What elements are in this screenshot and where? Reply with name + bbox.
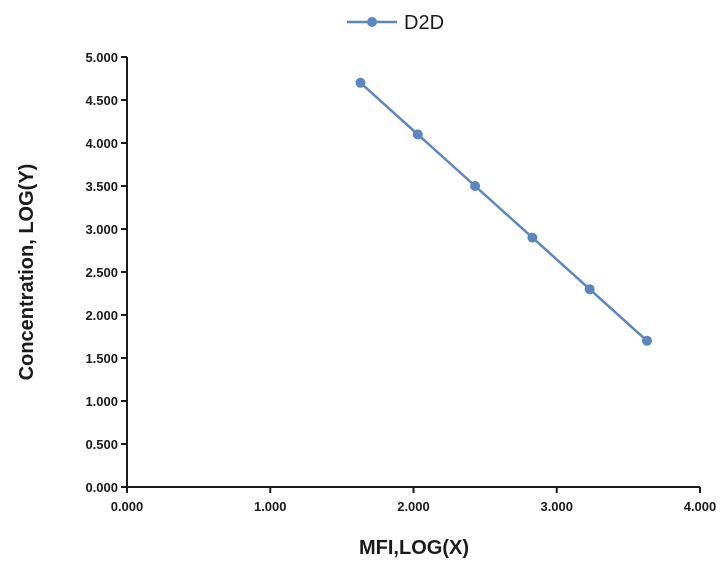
x-tick-label: 0.000: [111, 499, 144, 514]
data-point: [355, 77, 366, 88]
legend-label: D2D: [404, 12, 444, 34]
x-tick-label: 3.000: [540, 499, 573, 514]
y-axis-title: Concentration, LOG(Y): [16, 164, 38, 381]
data-point: [470, 181, 481, 191]
y-tick-label: 5.000: [85, 50, 118, 65]
y-tick-label: 2.000: [85, 308, 118, 323]
data-point: [527, 232, 538, 243]
x-tick-label: 2.000: [397, 499, 430, 514]
data-point: [584, 284, 595, 295]
y-tick-label: 4.500: [85, 93, 118, 108]
y-tick-label: 0.000: [85, 480, 118, 495]
y-tick-label: 1.000: [85, 394, 118, 409]
y-tick-label: 3.000: [85, 222, 118, 237]
y-tick-label: 1.500: [85, 351, 118, 366]
data-point: [412, 129, 423, 140]
y-tick-label: 2.500: [85, 265, 118, 280]
x-axis-title: MFI,LOG(X): [359, 537, 469, 559]
data-point: [641, 335, 652, 346]
legend-point-marker: [367, 17, 377, 27]
x-tick-label: 4.000: [684, 499, 717, 514]
series-line: [359, 81, 648, 342]
y-tick-label: 0.500: [85, 437, 118, 452]
y-tick-label: 4.000: [85, 136, 118, 151]
x-tick-label: 1.000: [254, 499, 287, 514]
y-tick-label: 3.500: [85, 179, 118, 194]
